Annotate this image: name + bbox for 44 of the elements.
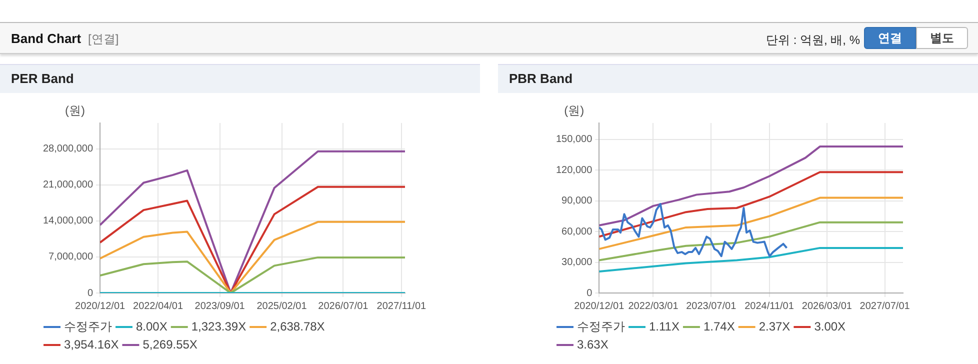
- y-tick-label: 0: [87, 288, 94, 299]
- legend-label: 1.11X: [649, 319, 680, 334]
- x-tick-label: 2025/02/01: [256, 300, 308, 312]
- x-tick-label: 2022/03/01: [628, 300, 679, 312]
- text: Band Chart: [11, 31, 82, 46]
- y-axis-title: (원): [65, 103, 86, 118]
- x-tick-label: 2023/09/01: [194, 300, 246, 312]
- y-tick-label: 60,000: [562, 226, 593, 238]
- x-tick-label: 2020/12/01: [75, 300, 126, 312]
- legend-label: 1,323.39X: [191, 319, 246, 334]
- legend-label: 8.00X: [136, 319, 168, 334]
- y-tick-label: 150,000: [556, 134, 593, 146]
- x-tick-label: 2020/12/01: [574, 300, 625, 312]
- legend-label: 3.00X: [814, 319, 846, 334]
- text: 연결: [864, 27, 916, 49]
- y-tick-label: 21,000,000: [42, 180, 94, 191]
- legend-label: 5,269.55X: [142, 337, 198, 352]
- y-tick-label: 28,000,000: [42, 144, 94, 155]
- y-tick-label: 7,000,000: [48, 252, 94, 263]
- x-tick-label: 2026/07/01: [318, 300, 369, 312]
- x-tick-label: 2023/07/01: [686, 300, 737, 312]
- text: 별도: [916, 27, 968, 49]
- legend-label: 2,638.78X: [270, 319, 325, 334]
- x-tick-label: 2026/03/01: [802, 300, 852, 312]
- y-tick-label: 14,000,000: [42, 216, 94, 227]
- chart-title: PBR Band: [498, 64, 978, 93]
- y-tick-label: 120,000: [556, 164, 593, 176]
- y-axis-title: (원): [564, 103, 584, 118]
- legend-label: 수정주가: [64, 319, 112, 334]
- legend-label: 1.74X: [703, 319, 735, 334]
- legend-label: 3.63X: [577, 337, 608, 352]
- y-tick-label: 0: [586, 288, 593, 299]
- y-tick-label: 30,000: [562, 257, 593, 268]
- legend-label: 3,954.16X: [64, 337, 119, 352]
- x-tick-label: 2027/11/01: [376, 300, 427, 312]
- legend-label: 2.37X: [758, 319, 790, 334]
- chart-title: PER Band: [0, 64, 480, 93]
- y-tick-label: 90,000: [562, 196, 593, 207]
- text: 단위 : 억원, 배, %: [766, 32, 860, 49]
- x-tick-label: 2027/07/01: [860, 300, 910, 312]
- text: [연결]: [88, 31, 119, 48]
- x-tick-label: 2022/04/01: [133, 300, 184, 312]
- x-tick-label: 2024/11/01: [744, 300, 794, 312]
- legend-label: 수정주가: [577, 319, 625, 334]
